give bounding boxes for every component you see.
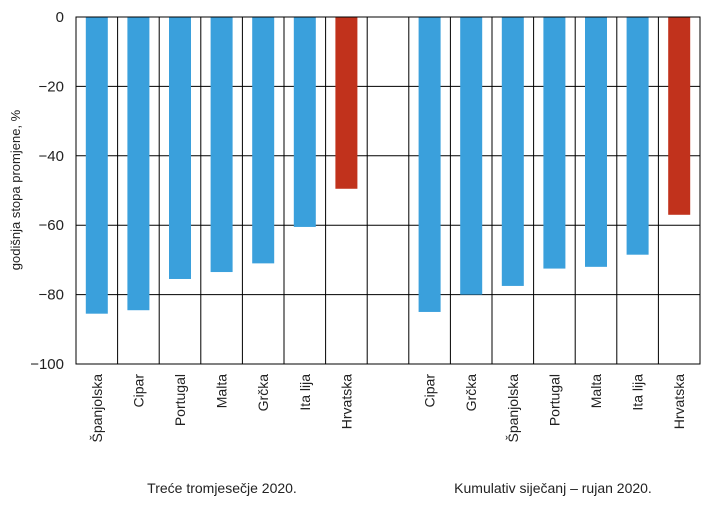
bars [85, 17, 691, 314]
category-label: Španjolska [505, 374, 521, 443]
y-axis: 0 −20 −40 −60 −80 −100 [30, 9, 64, 373]
category-label: Cipar [422, 374, 438, 408]
bar-q3-hrvatska [335, 17, 358, 189]
bar-cum-portugal [543, 17, 566, 269]
group-title-q3: Treće tromjesečje 2020. [147, 480, 297, 496]
category-label: Španjolska [89, 374, 105, 443]
bar-q3-malta [210, 17, 233, 273]
bar-q3-cipar [127, 17, 150, 311]
bar-cum-italija [626, 17, 649, 255]
category-label: Hrvatska [338, 374, 354, 429]
category-label: Portugal [546, 374, 562, 426]
category-label: Malta [214, 374, 230, 408]
y-tick-label: −100 [30, 356, 64, 373]
category-label: Malta [588, 374, 604, 408]
bar-cum-grčka [460, 17, 483, 295]
category-label: Ita lija [297, 374, 313, 411]
group-title-cumulative: Kumulativ siječanj – rujan 2020. [454, 480, 652, 496]
bar-cum-cipar [418, 17, 441, 312]
category-label: Grčka [463, 374, 479, 412]
category-label: Cipar [130, 374, 146, 408]
bar-q3-portugal [169, 17, 191, 279]
category-label: Ita lija [630, 374, 646, 411]
category-label: Grčka [255, 374, 271, 412]
bar-q3-grčka [252, 17, 275, 264]
y-tick-label: −20 [39, 78, 64, 95]
y-axis-label: godišnja stopa promjene, % [8, 109, 23, 270]
y-tick-label: −40 [39, 148, 64, 165]
plot-frame [75, 16, 701, 365]
y-tick-label: −80 [39, 287, 64, 304]
bar-q3-španjolska [85, 17, 108, 314]
y-tick-label: −60 [39, 217, 64, 234]
bar-cum-španjolska [501, 17, 524, 286]
category-label: Hrvatska [671, 374, 687, 429]
x-axis-categories: Španjolska Cipar Portugal Malta Grčka Ita lij… [89, 374, 687, 443]
y-tick-label: 0 [56, 9, 64, 26]
bar-cum-hrvatska [668, 17, 691, 215]
plot-border [75, 16, 701, 365]
bar-cum-malta [585, 17, 607, 267]
bar-q3-italija [293, 17, 316, 227]
category-label: Portugal [172, 374, 188, 426]
